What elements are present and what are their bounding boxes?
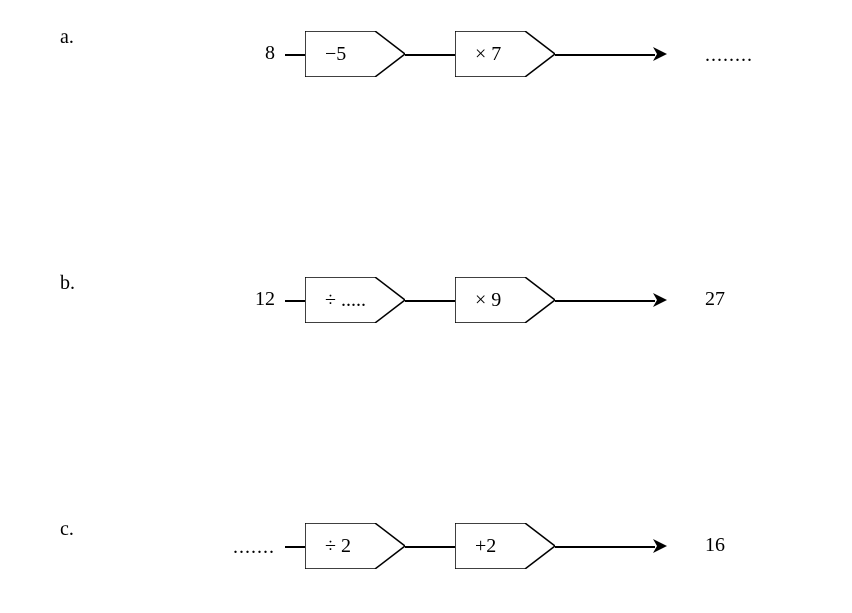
output-value: 27 bbox=[705, 288, 725, 311]
operation-box-2: +2 bbox=[455, 523, 555, 569]
arrow-icon bbox=[653, 47, 669, 66]
row-label: b. bbox=[60, 272, 75, 295]
operation-text: × 7 bbox=[475, 43, 501, 66]
operation-text: −5 bbox=[325, 43, 346, 66]
connector bbox=[555, 546, 655, 548]
input-value: ....... bbox=[225, 536, 275, 559]
connector bbox=[285, 546, 305, 548]
operation-text: ÷ 2 bbox=[325, 535, 351, 558]
operation-text: × 9 bbox=[475, 289, 501, 312]
arrow-icon bbox=[653, 539, 669, 558]
operation-box-2: × 9 bbox=[455, 277, 555, 323]
operation-box-1: −5 bbox=[305, 31, 405, 77]
operation-box-1: ÷ 2 bbox=[305, 523, 405, 569]
operation-text: ÷ ..... bbox=[325, 289, 366, 312]
row-c: c. ....... ÷ 2 +2 16 bbox=[0, 506, 852, 586]
connector bbox=[285, 300, 305, 302]
connector bbox=[555, 54, 655, 56]
connector bbox=[285, 54, 305, 56]
connector bbox=[555, 300, 655, 302]
input-value: 12 bbox=[225, 288, 275, 311]
connector bbox=[405, 546, 455, 548]
operation-box-2: × 7 bbox=[455, 31, 555, 77]
arrow-icon bbox=[653, 293, 669, 312]
operation-text: +2 bbox=[475, 535, 496, 558]
connector bbox=[405, 300, 455, 302]
row-a: a. 8 −5 × 7 ........ bbox=[0, 14, 852, 94]
connector bbox=[405, 54, 455, 56]
row-label: a. bbox=[60, 26, 74, 49]
row-b: b. 12 ÷ ..... × 9 27 bbox=[0, 260, 852, 340]
operation-box-1: ÷ ..... bbox=[305, 277, 405, 323]
input-value: 8 bbox=[225, 42, 275, 65]
output-value: ........ bbox=[705, 44, 753, 67]
output-value: 16 bbox=[705, 534, 725, 557]
row-label: c. bbox=[60, 518, 74, 541]
